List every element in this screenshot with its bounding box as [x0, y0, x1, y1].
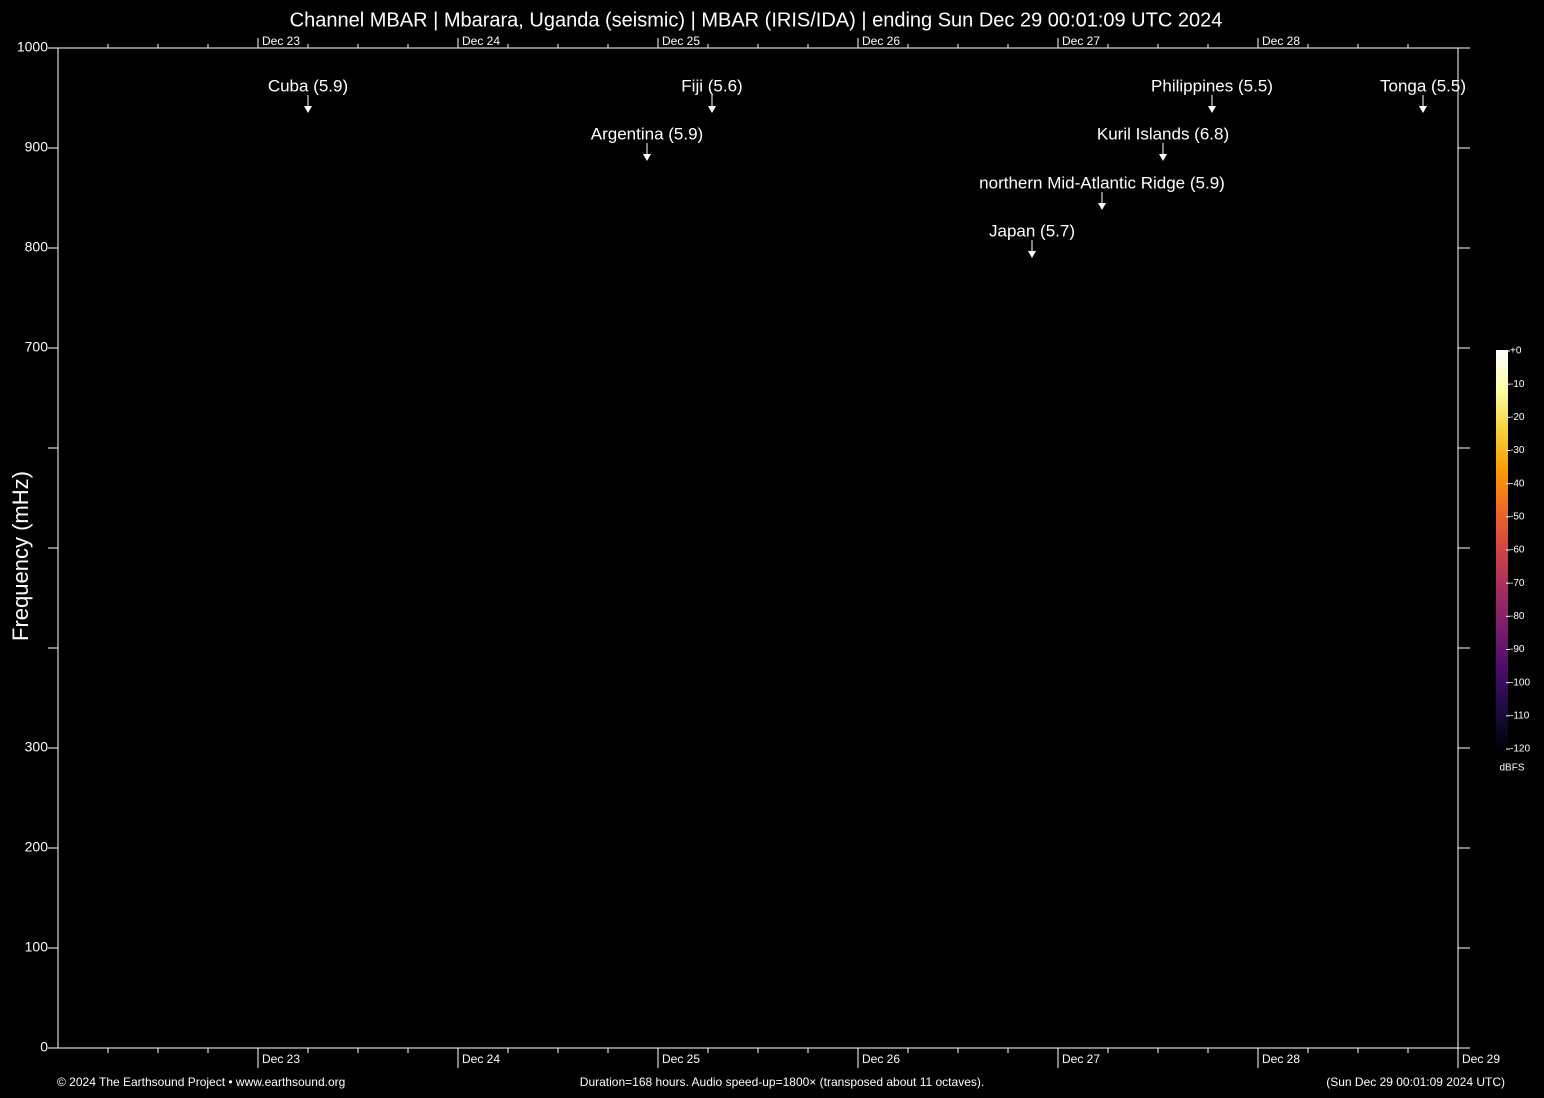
x-tick-label: Dec 29: [1462, 1052, 1500, 1066]
x-tick-label: Dec 26: [862, 1052, 900, 1066]
colorbar-tick-label: -10: [1510, 379, 1525, 390]
event-marker: [1159, 143, 1167, 161]
colorbar-tick-label: -60: [1510, 545, 1525, 556]
x-tick-label-top: Dec 23: [262, 34, 300, 48]
colorbar-tick-label: -100: [1510, 677, 1530, 688]
y-tick-label: 800: [25, 239, 49, 255]
y-tick-label: 300: [25, 739, 49, 755]
event-arrow: [1208, 106, 1216, 113]
x-tick-label-top: Dec 28: [1262, 34, 1300, 48]
y-tick-label: 0: [40, 1039, 48, 1055]
event-marker: [1098, 192, 1106, 210]
colorbar-tick-label: -50: [1510, 511, 1525, 522]
event-label: Japan (5.7): [989, 221, 1075, 240]
colorbar-tick-label: +0: [1510, 346, 1522, 357]
event-label: Tonga (5.5): [1380, 76, 1466, 95]
y-axis-label: Frequency (mHz): [8, 471, 33, 641]
x-tick-label: Dec 27: [1062, 1052, 1100, 1066]
x-tick-label: Dec 23: [262, 1052, 300, 1066]
plot-area: [58, 48, 1458, 1048]
colorbar-tick-label: -120: [1510, 744, 1530, 755]
event-marker: [1419, 95, 1427, 113]
event-marker: [643, 143, 651, 161]
x-tick-label: Dec 28: [1262, 1052, 1300, 1066]
colorbar-tick-label: -70: [1510, 578, 1525, 589]
footer-center: Duration=168 hours. Audio speed-up=1800×…: [580, 1075, 984, 1089]
event-marker: [708, 95, 716, 113]
footer-left: © 2024 The Earthsound Project • www.eart…: [57, 1075, 345, 1089]
chart-title: Channel MBAR | Mbarara, Uganda (seismic)…: [290, 9, 1223, 31]
event-label: northern Mid-Atlantic Ridge (5.9): [979, 173, 1225, 192]
colorbar: [1496, 350, 1508, 750]
y-tick-label: 900: [25, 139, 49, 155]
event-label: Kuril Islands (6.8): [1097, 124, 1229, 143]
event-marker: [304, 95, 312, 113]
colorbar-tick-label: -40: [1510, 478, 1525, 489]
event-arrow: [1419, 106, 1427, 113]
colorbar-tick-label: -30: [1510, 445, 1525, 456]
event-marker: [1028, 240, 1036, 258]
event-arrow: [1028, 251, 1036, 258]
event-arrow: [304, 106, 312, 113]
event-arrow: [1159, 154, 1167, 161]
colorbar-tick-label: -90: [1510, 644, 1525, 655]
y-tick-label: 100: [25, 939, 49, 955]
x-tick-label-top: Dec 27: [1062, 34, 1100, 48]
x-tick-label-top: Dec 24: [462, 34, 500, 48]
event-label: Cuba (5.9): [268, 76, 348, 95]
y-tick-label: 200: [25, 839, 49, 855]
colorbar-label: dBFS: [1499, 763, 1524, 774]
x-tick-label-top: Dec 25: [662, 34, 700, 48]
x-tick-label: Dec 24: [462, 1052, 500, 1066]
event-arrow: [1098, 203, 1106, 210]
event-label: Fiji (5.6): [681, 76, 742, 95]
y-tick-label: 700: [25, 339, 49, 355]
event-arrow: [643, 154, 651, 161]
colorbar-tick-label: -110: [1510, 710, 1530, 721]
colorbar-tick-label: -80: [1510, 611, 1525, 622]
footer-right: (Sun Dec 29 00:01:09 2024 UTC): [1326, 1075, 1505, 1089]
event-marker: [1208, 95, 1216, 113]
colorbar-tick-label: -20: [1510, 412, 1525, 423]
event-label: Argentina (5.9): [591, 124, 703, 143]
y-tick-label: 1000: [17, 39, 48, 55]
x-tick-label-top: Dec 26: [862, 34, 900, 48]
event-label: Philippines (5.5): [1151, 76, 1273, 95]
x-tick-label: Dec 25: [662, 1052, 700, 1066]
event-arrow: [708, 106, 716, 113]
